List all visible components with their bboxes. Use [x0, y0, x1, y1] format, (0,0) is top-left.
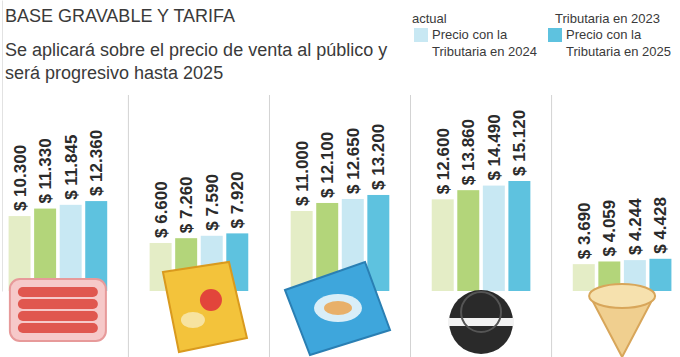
- data-label: $ 12.360: [87, 130, 106, 196]
- data-label: $ 15.120: [510, 110, 529, 176]
- icon: [200, 289, 222, 311]
- icon: [18, 299, 98, 309]
- bar: [457, 190, 479, 291]
- data-label: $ 4.059: [600, 200, 619, 257]
- data-label: $ 12.600: [434, 128, 453, 194]
- text-line: Tributaria en 2025: [566, 44, 671, 59]
- icon: [18, 311, 98, 321]
- icon: [10, 279, 106, 341]
- text-line: actual: [412, 11, 447, 26]
- legend-swatch: [548, 28, 562, 42]
- bar: [573, 264, 595, 291]
- icon: [163, 262, 247, 352]
- icon: [461, 292, 501, 332]
- bar: [432, 199, 454, 291]
- data-label: $ 7.920: [228, 172, 247, 229]
- data-label: $ 13.200: [369, 124, 388, 190]
- icon: [181, 312, 205, 328]
- data-label: $ 11.845: [62, 135, 81, 200]
- divider: [269, 95, 270, 357]
- bar: [508, 181, 530, 291]
- legend-label: Precio con la Tributaria en 2025: [566, 27, 671, 59]
- icon: [449, 290, 513, 354]
- icons: [10, 262, 655, 357]
- data-label: $ 12.100: [318, 132, 337, 198]
- legend-item: Tributaria en 2023: [555, 11, 660, 26]
- text-line: Precio con la: [566, 27, 642, 42]
- data-label: $ 3.690: [575, 202, 594, 259]
- icon: [589, 284, 655, 308]
- text-line: Precio con la: [432, 27, 508, 42]
- legend-item: actual: [412, 11, 447, 26]
- data-label: $ 7.590: [203, 174, 222, 231]
- divider: [128, 95, 129, 357]
- icon: [18, 287, 98, 297]
- data-labels: $ 10.300 $ 6.600 $ 11.000 $ 12.600 $ 3.690 $ …: [11, 110, 671, 259]
- chart: $ 10.300 $ 6.600 $ 11.000 $ 12.600 $ 3.690 $ …: [0, 0, 680, 357]
- legend-label: Precio con la Tributaria en 2024: [432, 27, 537, 59]
- bar: [85, 201, 107, 291]
- text-line: Se aplicará sobre el precio de venta al …: [5, 40, 387, 60]
- icon: [18, 323, 98, 333]
- text-line: Tributaria en 2024: [432, 44, 537, 59]
- legend-swatch: [414, 28, 428, 42]
- legend-label: actual: [412, 11, 447, 26]
- legend-item: Precio con la Tributaria en 2025: [548, 27, 671, 59]
- icon: [285, 262, 390, 355]
- divider: [551, 95, 552, 357]
- legend-label: Tributaria en 2023: [555, 11, 660, 26]
- data-label: $ 6.600: [152, 181, 171, 238]
- data-label: $ 14.490: [485, 114, 504, 180]
- icon: [448, 318, 514, 326]
- legend: actualTributaria en 2023Precio con laTri…: [412, 11, 671, 59]
- legend-item: Precio con la Tributaria en 2024: [414, 27, 537, 59]
- divider: [410, 95, 411, 357]
- data-label: $ 13.860: [459, 119, 478, 185]
- data-label: $ 12.650: [344, 128, 363, 194]
- data-label: $ 11.000: [293, 141, 312, 206]
- y-axis: [2, 1, 3, 292]
- data-label: $ 4.244: [626, 198, 645, 255]
- subtitle: Se aplicará sobre el precio de venta al …: [5, 40, 387, 83]
- bar: [483, 186, 505, 291]
- icon: [324, 301, 352, 315]
- text-line: será progresivo hasta 2025: [5, 63, 223, 83]
- data-label: $ 10.300: [11, 145, 30, 211]
- icon: [314, 294, 362, 322]
- bar: [291, 211, 313, 291]
- y-axis-line: [2, 1, 3, 292]
- data-label: $ 7.260: [177, 176, 196, 233]
- bar: [649, 259, 671, 291]
- title: BASE GRAVABLE Y TARIFA: [5, 6, 235, 26]
- data-label: $ 4.428: [651, 197, 670, 254]
- text-line: Tributaria en 2023: [555, 11, 660, 26]
- data-label: $ 11.330: [36, 138, 55, 203]
